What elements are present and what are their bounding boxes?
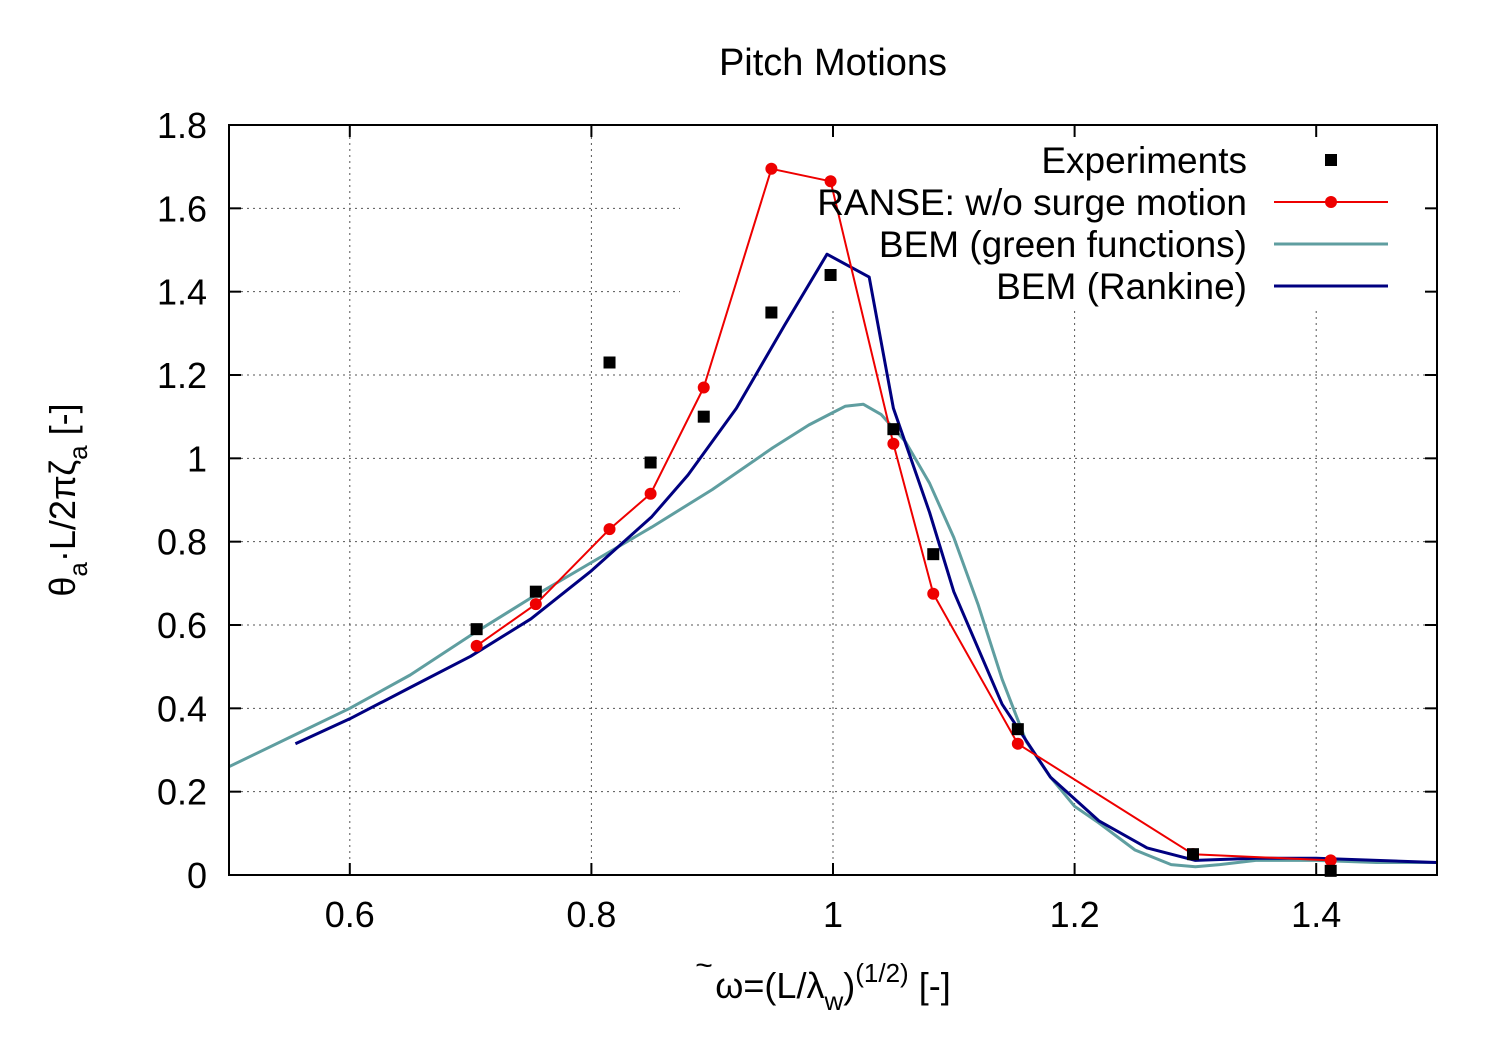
legend-label: BEM (Rankine) — [996, 266, 1247, 307]
legend-label: Experiments — [1041, 140, 1247, 181]
data-point — [603, 356, 616, 369]
legend-entry-1: RANSE: w/o surge motion — [817, 182, 1388, 223]
data-point — [697, 381, 710, 394]
y-label-unit: [-] — [42, 403, 83, 445]
y-axis-label: θa·L/2πζa [-] — [42, 403, 93, 596]
series-3 — [294, 252, 1438, 864]
x-tick-label: 0.8 — [566, 894, 616, 935]
y-tick-label: 1.6 — [157, 188, 207, 229]
data-point — [927, 548, 940, 561]
series-layer — [228, 162, 1438, 877]
y-tick-label: 0.8 — [157, 522, 207, 563]
series-0 — [470, 269, 1337, 877]
data-point — [1011, 723, 1024, 736]
series-line — [476, 167, 1331, 862]
data-point — [529, 585, 542, 598]
legend-label: BEM (green functions) — [879, 224, 1247, 265]
x-tick-label: 0.6 — [325, 894, 375, 935]
y-tick-label: 0 — [187, 855, 207, 896]
y-tick-label: 0.6 — [157, 605, 207, 646]
series-line — [294, 252, 1438, 864]
data-point — [824, 269, 837, 281]
data-point — [1324, 854, 1337, 867]
data-point — [644, 456, 657, 469]
data-point — [1011, 737, 1024, 750]
grid-lines — [229, 125, 1437, 875]
x-label-sup: (1/2) — [855, 958, 908, 988]
x-tick-label: 1.2 — [1050, 894, 1100, 935]
x-label-mid: =(L/λ — [743, 965, 824, 1006]
x-label-sub: w — [823, 986, 843, 1016]
x-tick-label: 1.4 — [1291, 894, 1341, 935]
x-axis-label: ω=(L/λw)(1/2) [-] — [715, 958, 950, 1016]
data-point — [887, 437, 900, 450]
y-tick-label: 0.4 — [157, 688, 207, 729]
chart-title: Pitch Motions — [719, 42, 947, 84]
data-point — [470, 623, 483, 636]
data-point — [644, 487, 657, 500]
y-tick-label: 1.2 — [157, 355, 207, 396]
legend-label: RANSE: w/o surge motion — [817, 182, 1247, 223]
data-point — [529, 598, 542, 611]
legend-entry-2: BEM (green functions) — [879, 224, 1388, 265]
x-label-close: ) — [843, 965, 855, 1006]
y-tick-label: 1.8 — [157, 105, 207, 146]
y-tick-label: 1.4 — [157, 272, 207, 313]
data-point — [887, 423, 900, 436]
data-point — [765, 162, 778, 175]
x-label-unit: [-] — [909, 965, 951, 1006]
legend-entry-0: Experiments — [1041, 140, 1337, 181]
x-label-tilde: ~ — [695, 949, 713, 982]
data-point — [927, 587, 940, 600]
legend-box — [680, 135, 1425, 307]
data-point — [470, 639, 483, 652]
legend-marker — [1325, 154, 1337, 166]
x-label-omega: ω — [715, 965, 743, 1006]
axis-ticks: 0.6 0.8 1 1.2 1.4 0 0.2 0.4 0.6 0.8 1 1.2 1.4 1.6 1.8 — [157, 105, 1437, 935]
data-point — [824, 175, 837, 188]
y-label-sub-1: a — [63, 562, 93, 577]
y-tick-label: 1 — [187, 438, 207, 479]
data-point — [765, 306, 778, 319]
data-point — [1186, 848, 1199, 861]
legend-background — [680, 135, 1425, 307]
y-label-mid: ·L/2πζ — [42, 460, 83, 562]
legend-marker — [1325, 196, 1337, 208]
y-label-theta: θ — [42, 577, 83, 597]
legend-entry-3: BEM (Rankine) — [996, 266, 1388, 307]
y-label-sub-2: a — [63, 445, 93, 460]
y-tick-label: 0.2 — [157, 772, 207, 813]
x-tick-label: 1 — [823, 894, 843, 935]
data-point — [603, 523, 616, 536]
data-point — [1324, 864, 1337, 877]
data-point — [697, 410, 710, 423]
